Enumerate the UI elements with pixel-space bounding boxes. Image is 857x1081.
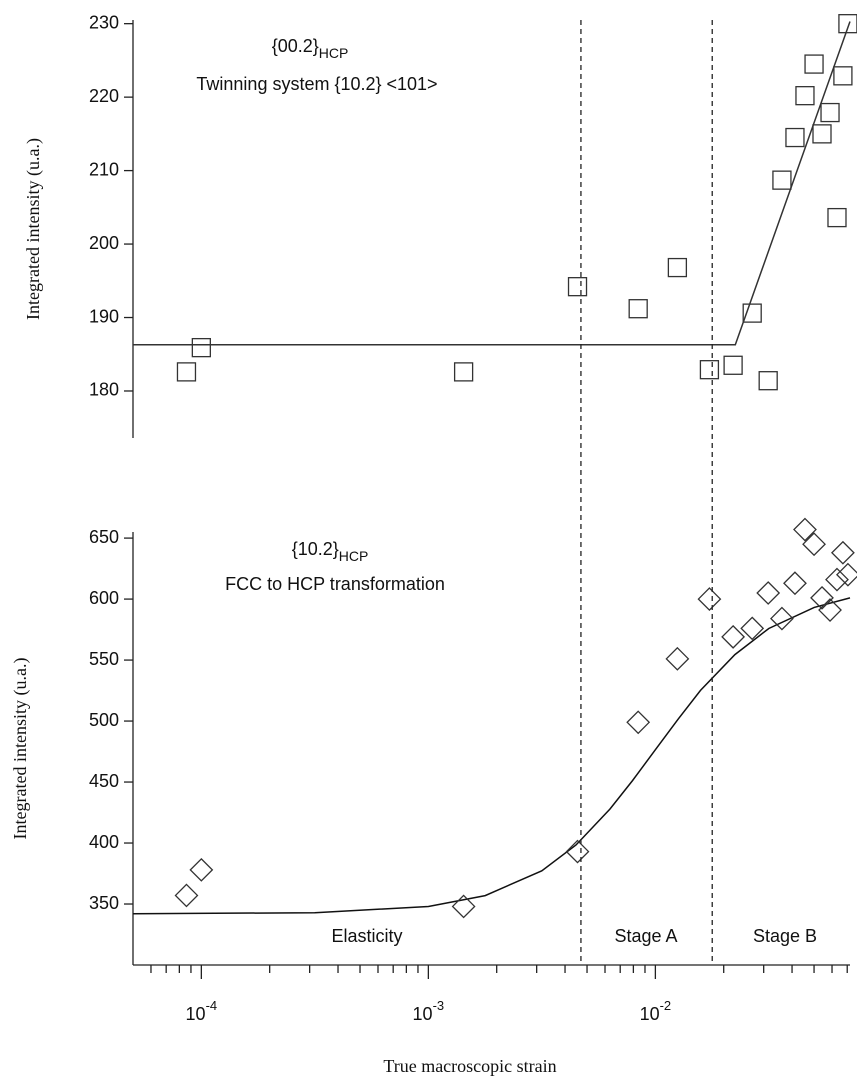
stage-label: Stage B	[753, 926, 817, 946]
square-marker	[820, 102, 840, 123]
y-tick-label: 650	[89, 527, 119, 547]
x-tick-label: 10-4	[186, 998, 218, 1023]
panel-title-sub: HCP	[319, 45, 349, 61]
y-tick-label: 600	[89, 588, 119, 608]
y-axis-label: Integrated intensity (u.a.)	[23, 138, 44, 320]
diamond-marker	[825, 567, 849, 592]
x-tick-exponent: -2	[660, 998, 672, 1013]
y-tick-label: 400	[89, 832, 119, 852]
y-tick-label: 550	[89, 649, 119, 669]
x-tick-label: 10-2	[640, 998, 672, 1023]
y-tick-label: 180	[89, 380, 119, 400]
y-tick-label: 450	[89, 771, 119, 791]
panel-subtitle: Twinning system {10.2} <101>	[196, 74, 437, 94]
x-tick-base: 10	[640, 1004, 660, 1024]
y-tick-label: 230	[89, 12, 119, 32]
fit-line	[133, 597, 851, 915]
panel-title-main: {00.2}	[272, 36, 319, 56]
stage-label: Stage A	[614, 926, 677, 946]
square-marker	[667, 257, 688, 278]
square-marker	[742, 303, 762, 323]
diamond-marker	[189, 857, 214, 882]
y-axis-label: Integrated intensity (u.a.)	[10, 658, 31, 840]
square-marker	[785, 127, 805, 148]
square-marker	[628, 299, 648, 319]
panel-subtitle: FCC to HCP transformation	[225, 574, 445, 594]
x-tick-base: 10	[413, 1004, 433, 1024]
diamond-marker	[721, 624, 746, 649]
panel-title: {10.2}HCP	[292, 539, 369, 564]
diamond-marker	[770, 606, 794, 631]
square-marker	[827, 207, 847, 228]
square-marker	[795, 86, 815, 106]
panel-title-sub: HCP	[339, 548, 369, 564]
square-marker	[838, 14, 857, 34]
square-marker	[567, 277, 588, 297]
x-tick-exponent: -4	[206, 998, 218, 1013]
diamond-marker	[810, 585, 834, 610]
panel-title-main: {10.2}	[292, 539, 339, 559]
diamond-marker	[756, 581, 781, 605]
fit-line	[133, 21, 851, 346]
square-marker	[833, 66, 853, 86]
x-tick-base: 10	[186, 1004, 206, 1024]
diamond-marker	[802, 532, 826, 557]
square-marker	[453, 362, 474, 382]
square-marker	[812, 124, 832, 144]
diamond-marker	[626, 710, 651, 735]
diamond-marker	[565, 839, 590, 864]
diamond-marker	[740, 616, 765, 641]
y-tick-label: 210	[89, 159, 119, 179]
panel-title: {00.2}HCP	[272, 36, 349, 61]
stage-label: Elasticity	[331, 926, 402, 946]
diamond-marker	[451, 894, 476, 919]
diamond-marker	[783, 571, 807, 596]
diamond-marker	[836, 562, 857, 587]
square-marker	[758, 371, 778, 391]
square-marker	[723, 355, 743, 375]
diamond-marker	[665, 646, 690, 671]
y-tick-label: 350	[89, 893, 119, 913]
x-axis-label: True macroscopic strain	[383, 1056, 556, 1076]
y-tick-label: 200	[89, 233, 119, 253]
x-tick-label: 10-3	[413, 998, 445, 1023]
square-marker	[191, 337, 211, 358]
x-tick-exponent: -3	[433, 998, 445, 1013]
y-tick-label: 220	[89, 86, 119, 106]
diamond-marker	[818, 598, 842, 622]
y-tick-label: 500	[89, 710, 119, 730]
y-tick-label: 190	[89, 306, 119, 326]
diamond-marker	[174, 883, 199, 908]
diamond-marker	[697, 587, 722, 612]
square-marker	[772, 170, 792, 190]
square-marker	[176, 362, 197, 382]
square-marker	[699, 360, 720, 380]
diamond-marker	[830, 540, 855, 565]
diamond-marker	[793, 517, 817, 542]
square-marker	[804, 54, 824, 74]
